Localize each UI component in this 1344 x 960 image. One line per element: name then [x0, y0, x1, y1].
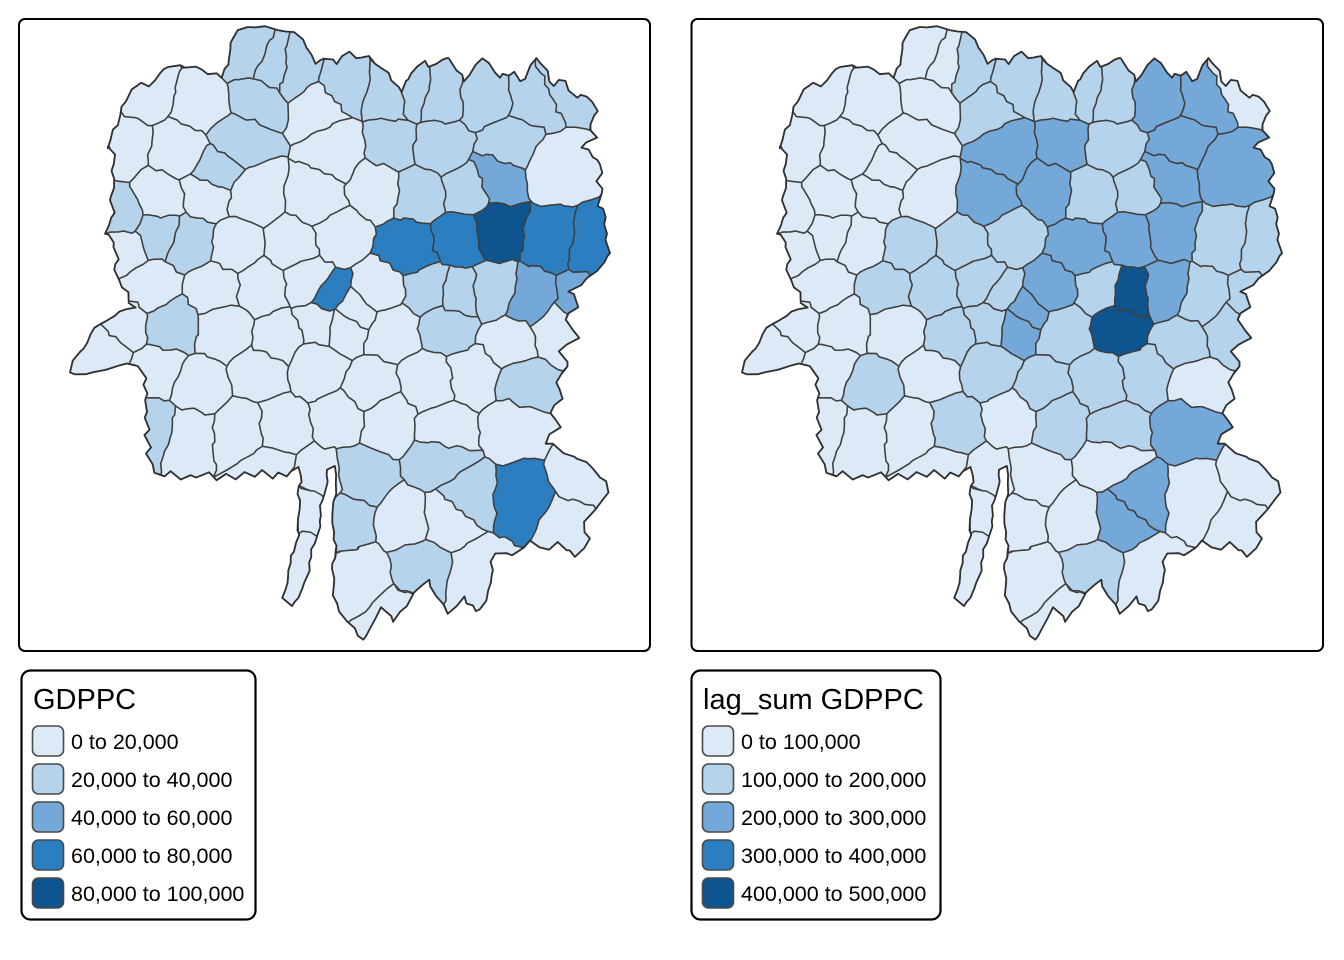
svg-text:80,000 to 100,000: 80,000 to 100,000 [71, 882, 244, 906]
svg-text:0 to 100,000: 0 to 100,000 [741, 730, 861, 754]
svg-text:60,000 to 80,000: 60,000 to 80,000 [71, 844, 232, 868]
svg-text:100,000 to 200,000: 100,000 to 200,000 [741, 768, 926, 792]
svg-text:GDPPC: GDPPC [33, 684, 136, 716]
svg-text:300,000 to 400,000: 300,000 to 400,000 [741, 844, 926, 868]
svg-text:0 to 20,000: 0 to 20,000 [71, 730, 179, 754]
svg-text:400,000 to 500,000: 400,000 to 500,000 [741, 882, 926, 906]
svg-text:lag_sum GDPPC: lag_sum GDPPC [703, 684, 924, 716]
svg-text:20,000 to 40,000: 20,000 to 40,000 [71, 768, 232, 792]
svg-text:40,000 to 60,000: 40,000 to 60,000 [71, 806, 232, 830]
svg-text:200,000 to 300,000: 200,000 to 300,000 [741, 806, 926, 830]
